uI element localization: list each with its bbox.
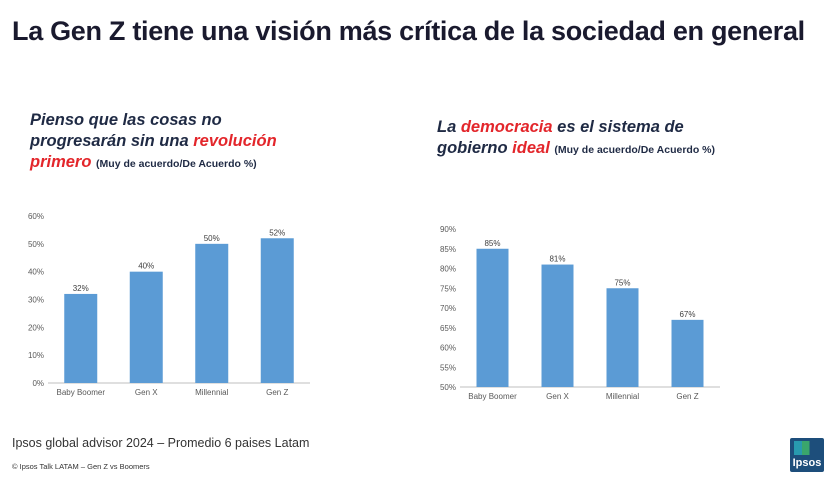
y-tick-label: 55%	[440, 363, 456, 372]
y-tick-label: 75%	[440, 284, 456, 293]
chart-2-title-part: La	[437, 118, 461, 136]
chart-2-subtitle: (Muy de acuerdo/De Acuerdo %)	[554, 144, 716, 156]
category-label: Millennial	[195, 388, 229, 397]
y-tick-label: 20%	[28, 323, 44, 332]
bar	[671, 319, 704, 387]
chart-2-title: La democracia es el sistema de gobierno …	[437, 117, 737, 161]
data-label: 75%	[614, 278, 630, 287]
bar	[64, 293, 98, 383]
data-label: 52%	[269, 228, 285, 237]
page-title: La Gen Z tiene una visión más crítica de…	[12, 16, 805, 46]
category-label: Gen Z	[266, 388, 288, 397]
chart-1-title-part: Pienso que las cosas no progresarán sin …	[30, 111, 222, 150]
data-label: 85%	[484, 239, 500, 248]
chart-1-title-part: revolución primero	[30, 132, 277, 171]
category-label: Millennial	[606, 392, 640, 401]
bar	[129, 271, 163, 383]
y-tick-label: 60%	[28, 212, 44, 221]
y-tick-label: 80%	[440, 265, 456, 274]
data-label: 50%	[204, 234, 220, 243]
category-label: Gen X	[135, 388, 158, 397]
y-tick-label: 60%	[440, 344, 456, 353]
source-note: Ipsos global advisor 2024 – Promedio 6 p…	[12, 436, 310, 450]
category-label: Baby Boomer	[57, 388, 106, 397]
ipsos-logo: Ipsos	[790, 438, 824, 472]
chart-2-title-part: ideal	[512, 139, 550, 157]
category-label: Baby Boomer	[468, 392, 517, 401]
data-label: 40%	[138, 262, 154, 271]
y-tick-label: 30%	[28, 296, 44, 305]
bar	[606, 288, 639, 387]
data-label: 81%	[549, 255, 565, 264]
bar	[260, 238, 294, 383]
y-tick-label: 0%	[32, 379, 44, 388]
y-tick-label: 70%	[440, 304, 456, 313]
y-tick-label: 10%	[28, 351, 44, 360]
chart-1-revolucion: 0% 10% 20% 30% 40% 50% 60% 32% Baby Boomer 40% Gen…	[28, 212, 310, 397]
logo-mark-icon	[794, 441, 820, 455]
category-label: Gen Z	[676, 392, 698, 401]
chart-2-title-part: es el sistema de gobierno	[437, 118, 684, 157]
data-label: 32%	[73, 284, 89, 293]
copyright-note: © Ipsos Talk LATAM – Gen Z vs Boomers	[12, 462, 150, 471]
y-tick-label: 50%	[28, 240, 44, 249]
category-label: Gen X	[546, 392, 569, 401]
bar	[476, 248, 509, 387]
logo-text: Ipsos	[792, 457, 822, 469]
y-tick-label: 65%	[440, 324, 456, 333]
y-tick-label: 85%	[440, 245, 456, 254]
data-label: 67%	[679, 310, 695, 319]
bar	[541, 264, 574, 387]
y-tick-label: 40%	[28, 268, 44, 277]
chart-1-title: Pienso que las cosas no progresarán sin …	[30, 110, 320, 175]
y-tick-label: 90%	[440, 225, 456, 234]
bar	[195, 243, 229, 383]
chart-2-title-part: democracia	[460, 118, 553, 136]
chart-1-subtitle: (Muy de acuerdo/De Acuerdo %)	[96, 158, 257, 170]
y-tick-label: 50%	[440, 383, 456, 392]
